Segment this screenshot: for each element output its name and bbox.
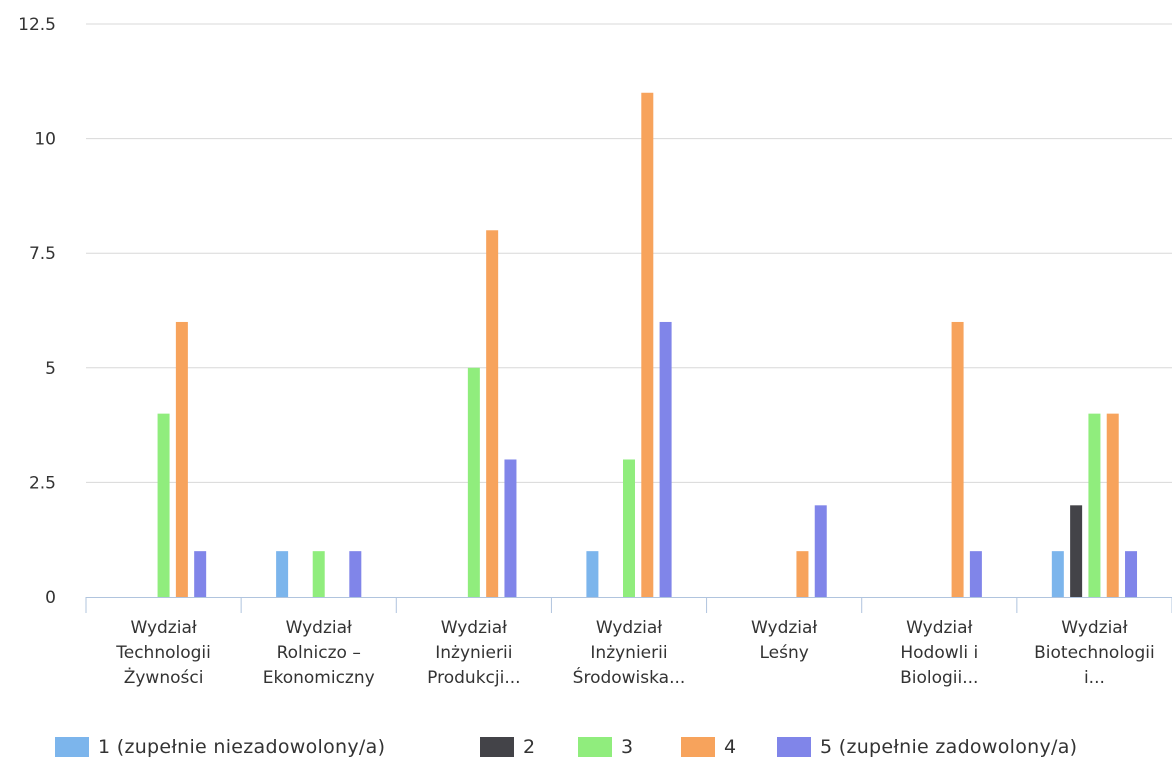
bar[interactable] <box>157 413 170 597</box>
bar[interactable] <box>276 551 289 597</box>
x-category-label: Wydział <box>596 618 662 638</box>
legend-label: 1 (zupełnie niezadowolony/a) <box>98 736 386 758</box>
legend-swatch <box>777 737 811 757</box>
bar[interactable] <box>796 551 809 597</box>
bar[interactable] <box>969 551 982 597</box>
x-category-label: Biotechnologii <box>1034 643 1155 663</box>
y-tick-label: 10 <box>34 130 56 150</box>
bar[interactable] <box>312 551 325 597</box>
x-category-label: Wydział <box>906 618 972 638</box>
bar[interactable] <box>641 92 654 597</box>
legend-swatch <box>480 737 514 757</box>
x-axis-category-labels: Wydział Technologii Żywności Wydział Rolnicz… <box>115 618 1154 688</box>
legend-item[interactable]: 4 <box>681 730 736 764</box>
x-category-label: Wydział <box>130 618 196 638</box>
legend-item[interactable]: 1 (zupełnie niezadowolony/a) <box>55 730 385 764</box>
gridlines <box>86 23 1172 483</box>
x-category-label: Technologii <box>115 643 211 663</box>
bar[interactable] <box>349 551 362 597</box>
bar[interactable] <box>175 321 188 597</box>
bar[interactable] <box>1070 505 1083 597</box>
bar[interactable] <box>1051 551 1064 597</box>
x-category-label: Hodowli i <box>900 643 978 663</box>
x-category-label: Środowiska... <box>573 666 686 688</box>
bar[interactable] <box>467 367 480 597</box>
legend-swatch <box>578 737 612 757</box>
legend-label: 2 <box>523 736 536 758</box>
x-category-label: Żywności <box>124 667 204 688</box>
legend-item[interactable]: 5 (zupełnie zadowolony/a) <box>777 730 1077 764</box>
bar[interactable] <box>486 230 499 597</box>
bar[interactable] <box>623 459 635 597</box>
x-category-label: Inżynierii <box>435 643 512 663</box>
x-category-label: Produkcji... <box>427 668 520 688</box>
x-category-label: Ekonomiczny <box>263 668 375 688</box>
bar-chart: 0 2.5 5 7.5 10 12.5 Wydział Technologii Żywnośc… <box>18 15 1172 688</box>
legend: 1 (zupełnie niezadowolony/a) 2 3 4 5 (zupełn… <box>0 730 1172 764</box>
x-category-label: Biologii... <box>900 668 978 688</box>
y-tick-label: 0 <box>45 588 56 608</box>
bar[interactable] <box>1088 413 1101 597</box>
legend-label: 4 <box>724 736 737 758</box>
x-category-label: Wydział <box>1061 618 1127 638</box>
y-axis-tick-labels: 0 2.5 5 7.5 10 12.5 <box>18 15 56 608</box>
legend-label: 5 (zupełnie zadowolony/a) <box>820 736 1078 758</box>
legend-swatch <box>681 737 715 757</box>
x-category-label: Leśny <box>759 643 808 663</box>
x-category-label: Rolniczo – <box>277 643 361 663</box>
x-category-label: i... <box>1084 668 1105 688</box>
y-tick-label: 12.5 <box>18 15 56 35</box>
bar[interactable] <box>1125 551 1138 597</box>
legend-item[interactable]: 2 <box>480 730 535 764</box>
y-tick-label: 7.5 <box>29 244 56 264</box>
bars <box>157 92 1138 597</box>
bar[interactable] <box>951 321 964 597</box>
y-tick-label: 5 <box>45 359 56 379</box>
bar[interactable] <box>1106 413 1119 597</box>
legend-swatch <box>55 737 89 757</box>
bar[interactable] <box>586 551 599 597</box>
legend-label: 3 <box>621 736 634 758</box>
y-tick-label: 2.5 <box>29 473 56 493</box>
x-category-label: Wydział <box>751 618 817 638</box>
x-category-label: Wydział <box>286 618 352 638</box>
bar[interactable] <box>194 551 207 597</box>
bar[interactable] <box>659 321 672 597</box>
bar[interactable] <box>504 459 517 597</box>
x-category-label: Wydział <box>441 618 507 638</box>
legend-item[interactable]: 3 <box>578 730 633 764</box>
x-category-label: Inżynierii <box>590 643 667 663</box>
bar[interactable] <box>814 505 827 597</box>
x-axis <box>85 597 1172 613</box>
